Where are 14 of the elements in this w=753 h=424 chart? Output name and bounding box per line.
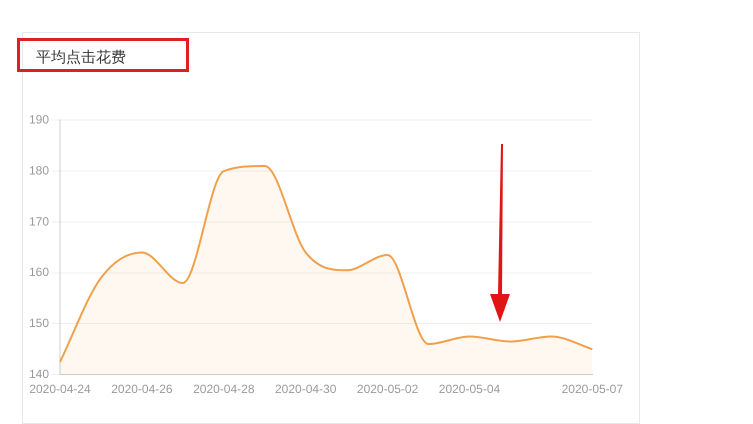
x-tick-label: 2020-04-26 [111, 382, 173, 396]
x-tick-label: 2020-04-28 [193, 382, 255, 396]
x-tick-label: 2020-05-02 [356, 382, 419, 396]
x-tick-label: 2020-04-24 [29, 382, 92, 396]
y-tick-label: 150 [28, 316, 50, 330]
y-tick-label: 190 [28, 112, 50, 127]
x-tick-label: 2020-05-07 [562, 382, 624, 396]
y-tick-label: 140 [28, 366, 50, 381]
x-tick-label: 2020-05-04 [438, 382, 500, 396]
y-tick-label: 160 [28, 265, 50, 280]
y-tick-label: 170 [28, 214, 50, 228]
x-tick-label: 2020-04-30 [274, 382, 337, 396]
chart-title: 平均点击花费 [36, 48, 126, 67]
y-tick-label: 180 [28, 163, 50, 178]
